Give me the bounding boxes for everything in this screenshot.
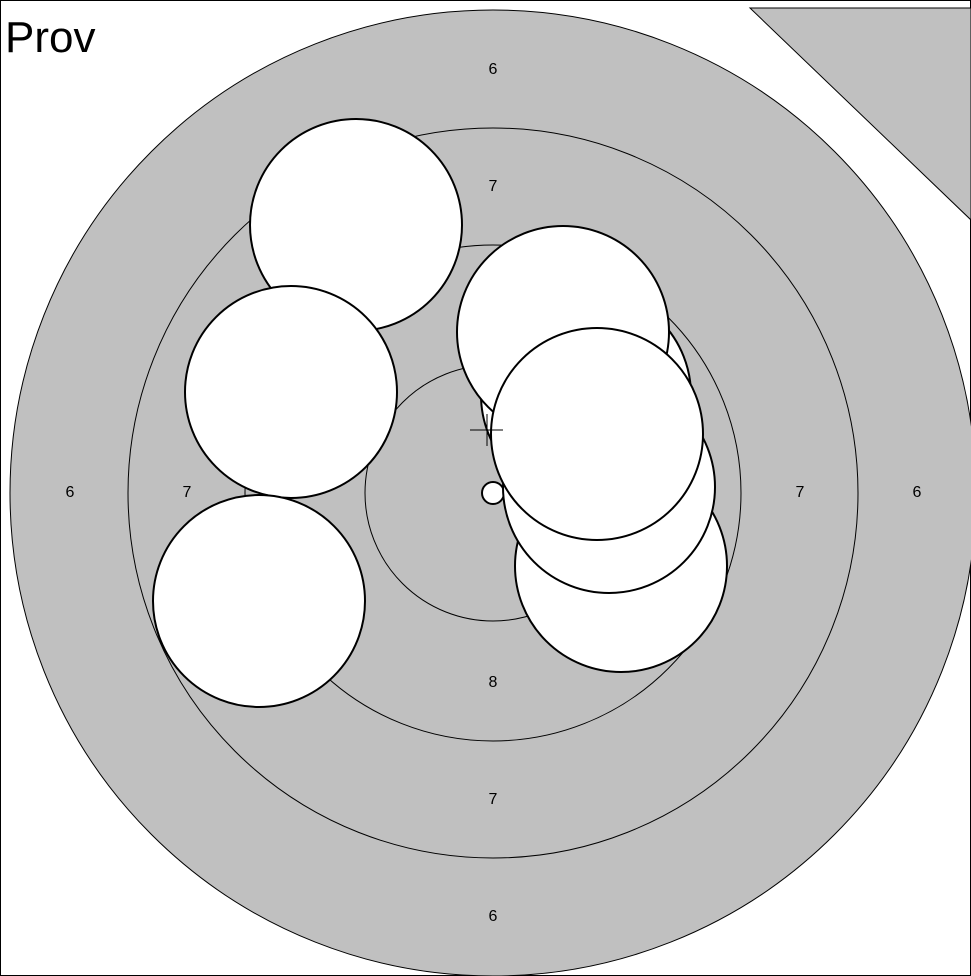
ring-8 [244, 244, 742, 742]
shot-hole [184, 285, 398, 499]
ring-label: 7 [489, 791, 498, 808]
crosshair [470, 414, 503, 446]
ring-label: 6 [66, 484, 75, 501]
ring-label: 7 [183, 484, 192, 501]
shot-hole [152, 494, 366, 708]
ring-label: 6 [489, 61, 498, 78]
ring-label: 7 [489, 178, 498, 195]
ring-label: 6 [913, 484, 922, 501]
ring-label: 7 [796, 484, 805, 501]
title: Prov [5, 13, 95, 62]
ring-label: 8 [489, 674, 498, 691]
center-mark [481, 481, 505, 505]
shot-hole [490, 327, 704, 541]
ring-label: 6 [489, 908, 498, 925]
ring-7 [127, 127, 859, 859]
corner-triangle [748, 7, 971, 221]
